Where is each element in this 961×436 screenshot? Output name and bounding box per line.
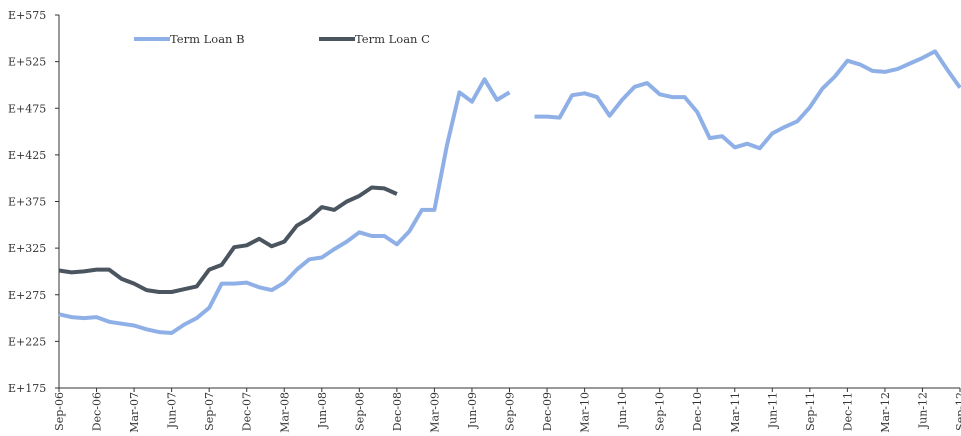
x-tick-label: Mar-12 xyxy=(879,392,892,433)
y-tick-label: E+475 xyxy=(8,102,46,115)
x-tick-label: Jun-11 xyxy=(766,392,779,429)
series-line-term-loan-c xyxy=(58,185,398,294)
legend-label-term-loan-c: Term Loan C xyxy=(355,32,430,46)
y-tick-label: E+325 xyxy=(8,242,46,255)
x-tick-label: Mar-10 xyxy=(579,392,592,433)
series-line-term-loan-b xyxy=(58,77,511,335)
x-tick-label: Dec-06 xyxy=(91,392,104,431)
x-tick-label: Mar-09 xyxy=(428,392,441,433)
x-tick-label: Sep-10 xyxy=(654,392,667,431)
series-lines xyxy=(58,49,961,335)
x-tick-label: Jun-12 xyxy=(916,392,929,429)
x-tick-label: Sep-06 xyxy=(53,392,66,431)
legend: Term Loan B Term Loan C xyxy=(134,32,430,46)
axes xyxy=(58,15,960,389)
x-tick-label: Mar-08 xyxy=(278,392,291,433)
x-tick-label: Jun-07 xyxy=(166,392,179,429)
x-tick-label: Jun-09 xyxy=(466,392,479,429)
series-line-term-loan-b xyxy=(534,49,961,151)
x-tick-label: Jun-08 xyxy=(316,392,329,429)
x-tick-label: Jun-10 xyxy=(616,392,629,429)
x-tick-label: Dec-11 xyxy=(841,392,854,431)
y-tick-label: E+225 xyxy=(8,335,46,348)
x-tick-label: Sep-08 xyxy=(353,392,366,431)
x-tick-label: Mar-11 xyxy=(729,392,742,433)
x-tick-label: Sep-07 xyxy=(203,392,216,431)
y-tick-label: E+375 xyxy=(8,196,46,209)
x-tick-label: Dec-08 xyxy=(391,392,404,431)
x-axis-ticks: Sep-06 Dec-06 Mar-07 Jun-07 Sep-07 Dec-07 Mar-… xyxy=(53,388,961,433)
x-tick-label: Dec-09 xyxy=(541,392,554,431)
x-tick-label: Sep-12 xyxy=(954,392,961,431)
x-tick-label: Mar-07 xyxy=(128,392,141,433)
y-tick-label: E+525 xyxy=(8,56,46,69)
y-axis-ticks: E+175 E+225 E+275 E+325 E+375 E+425 E+475 E+525… xyxy=(8,9,59,395)
x-tick-label: Sep-11 xyxy=(804,392,817,431)
x-tick-label: Sep-09 xyxy=(504,392,517,431)
y-tick-label: E+425 xyxy=(8,149,46,162)
y-tick-label: E+275 xyxy=(8,289,46,302)
x-tick-label: Dec-07 xyxy=(241,392,254,431)
x-tick-label: Dec-10 xyxy=(691,392,704,431)
y-tick-label: E+175 xyxy=(8,382,46,395)
legend-label-term-loan-b: Term Loan B xyxy=(170,32,245,46)
y-tick-label: E+575 xyxy=(8,9,46,22)
